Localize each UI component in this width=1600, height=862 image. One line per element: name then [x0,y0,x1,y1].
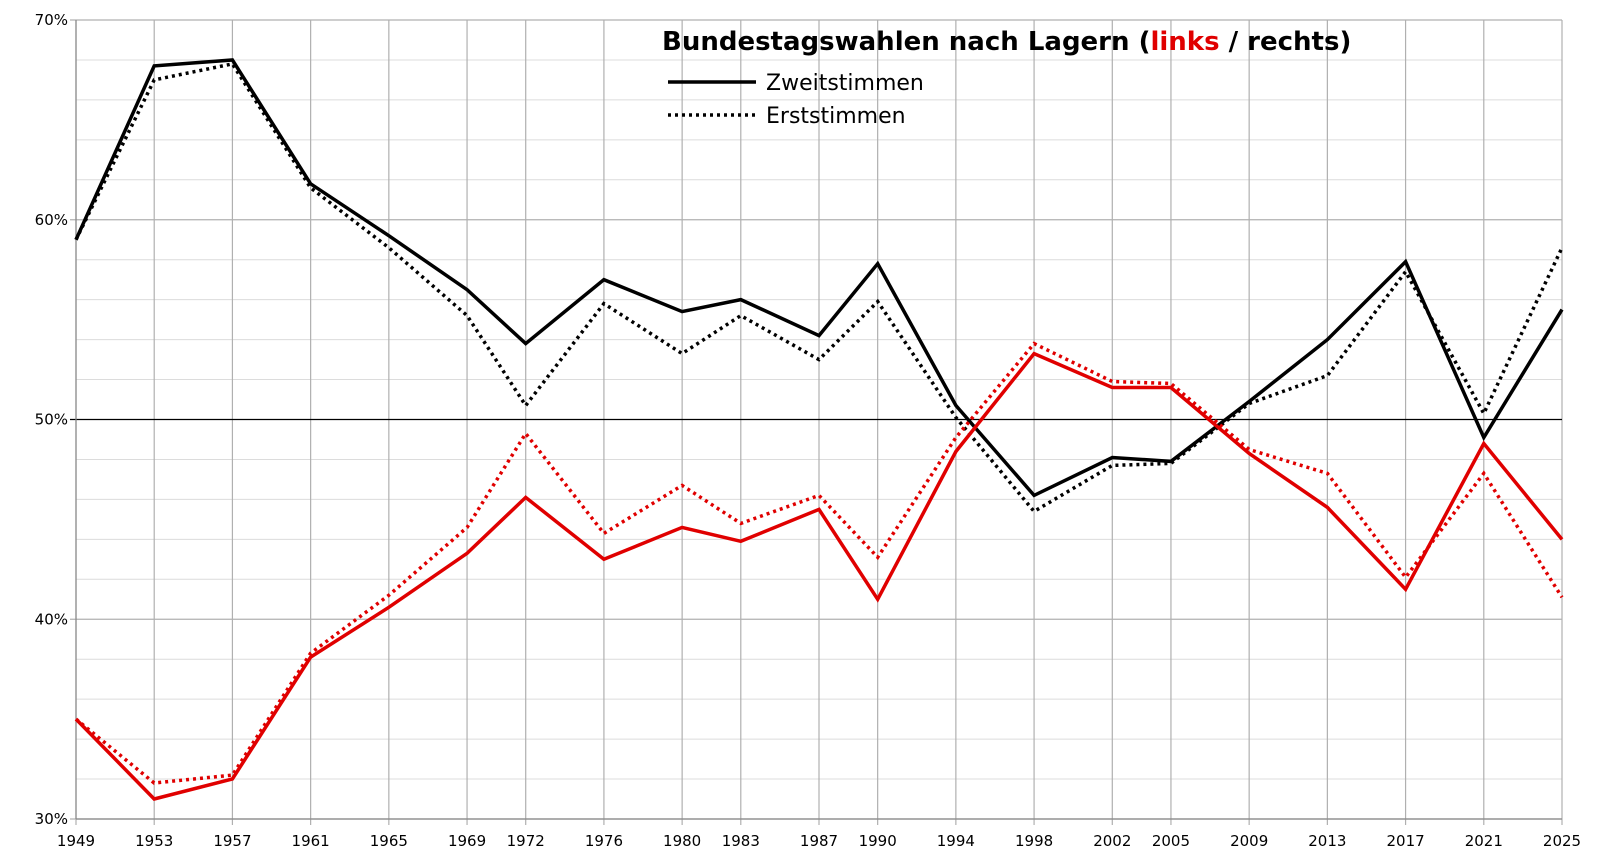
axes [75,20,1562,820]
x-tick-label: 1980 [663,832,701,850]
title-separator: / [1220,27,1248,57]
x-tick-label: 1998 [1015,832,1053,850]
x-tick-label: 1969 [448,832,486,850]
x-tick-label: 2002 [1093,832,1131,850]
x-tick-label: 1990 [859,832,897,850]
x-tick-label: 2021 [1465,832,1503,850]
series-line-rechts-zweitstimmen [74,58,1564,498]
series-line-rechts-erststimmen [74,61,1564,514]
x-tick-label: 1994 [937,832,975,850]
x-tick-label: 2013 [1308,832,1346,850]
x-tick-label: 1961 [292,832,330,850]
legend: Zweitstimmen Erststimmen [668,71,924,129]
legend-label-erststimmen: Erststimmen [766,104,906,129]
x-tick-label: 1976 [585,832,623,850]
chart-title: Bundestagswahlen nach Lagern (links / re… [662,27,1351,57]
x-tick-label: 1949 [57,832,95,850]
x-tick-label: 2025 [1543,832,1581,850]
x-tick-label: 1987 [800,832,838,850]
x-tick-label: 1957 [213,832,251,850]
y-tick-label: 60% [35,211,68,229]
series-line-links-zweitstimmen [74,351,1564,801]
vertical-gridlines [75,20,1563,825]
y-tick-label: 40% [35,610,68,628]
x-tick-label: 1972 [507,832,545,850]
x-tick-label: 2009 [1230,832,1268,850]
x-tick-label: 2005 [1152,832,1190,850]
title-left-word: links [1150,27,1219,57]
legend-label-zweitstimmen: Zweitstimmen [766,71,924,96]
series-lines [74,58,1564,801]
x-tick-label: 1983 [722,832,760,850]
y-tick-labels: 30% 40% 50% 60% 70% [35,11,68,828]
title-right-word: rechts [1247,27,1339,57]
x-tick-label: 1965 [370,832,408,850]
x-tick-label: 1953 [135,832,173,850]
title-prefix: Bundestagswahlen nach Lagern ( [662,27,1150,57]
series-line-links-erststimmen [74,341,1564,785]
x-tick-label: 2017 [1386,832,1424,850]
y-tick-label: 30% [35,810,68,828]
y-tick-label: 70% [35,11,68,29]
x-tick-labels: 1949 1953 1957 1961 1965 1969 1972 1976 1980 1983… [57,832,1581,850]
y-tick-label: 50% [35,411,68,429]
title-suffix: ) [1339,27,1351,57]
